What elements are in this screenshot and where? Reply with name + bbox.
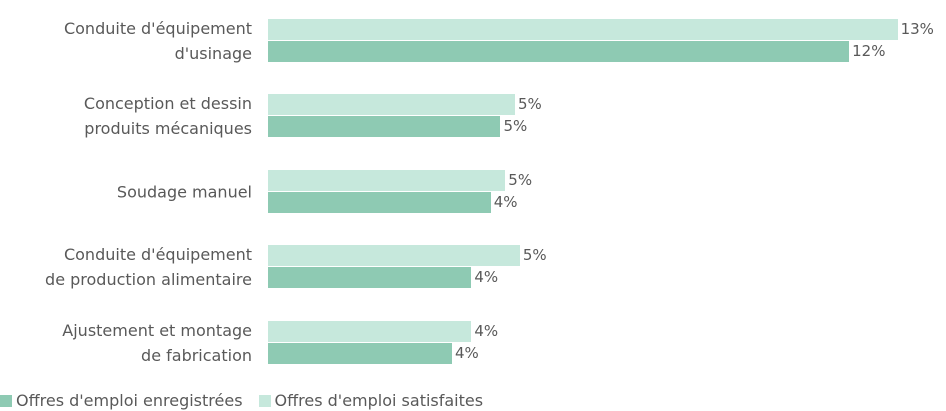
legend-item: Offres d'emploi satisfaites [258,391,484,411]
legend-item: Offres d'emploi enregistrées [0,391,243,411]
value-label: 5% [508,170,533,189]
value-label: 4% [474,321,499,340]
bar [268,245,520,267]
bar [268,342,453,364]
value-label: 4% [493,192,518,211]
bar [268,320,472,342]
value-label: 12% [852,42,886,60]
category-label: Conception et dessin produits mécaniques [83,94,252,139]
value-label: 4% [455,343,479,362]
bar [268,94,515,116]
category-label: Ajustement et montage de fabrication [62,320,252,365]
bar [268,41,850,62]
bar [268,267,472,289]
legend-swatch [258,395,271,407]
bar [268,19,898,40]
value-label: 5% [503,117,528,136]
value-label: 5% [517,95,542,114]
value-label: 4% [474,268,499,287]
value-label: 13% [900,20,934,38]
category-label: Conduite d'équipement d'usinage [63,19,252,63]
category-label: Soudage manuel [116,182,252,202]
legend-swatch [0,395,12,407]
bar [268,116,501,138]
value-label: 5% [522,246,547,265]
bar [268,169,506,191]
legend-label: Offres d'emploi satisfaites [274,391,484,410]
bar [268,191,491,213]
legend-label: Offres d'emploi enregistrées [16,391,243,410]
category-label: Conduite d'équipement de production alim… [45,245,252,290]
